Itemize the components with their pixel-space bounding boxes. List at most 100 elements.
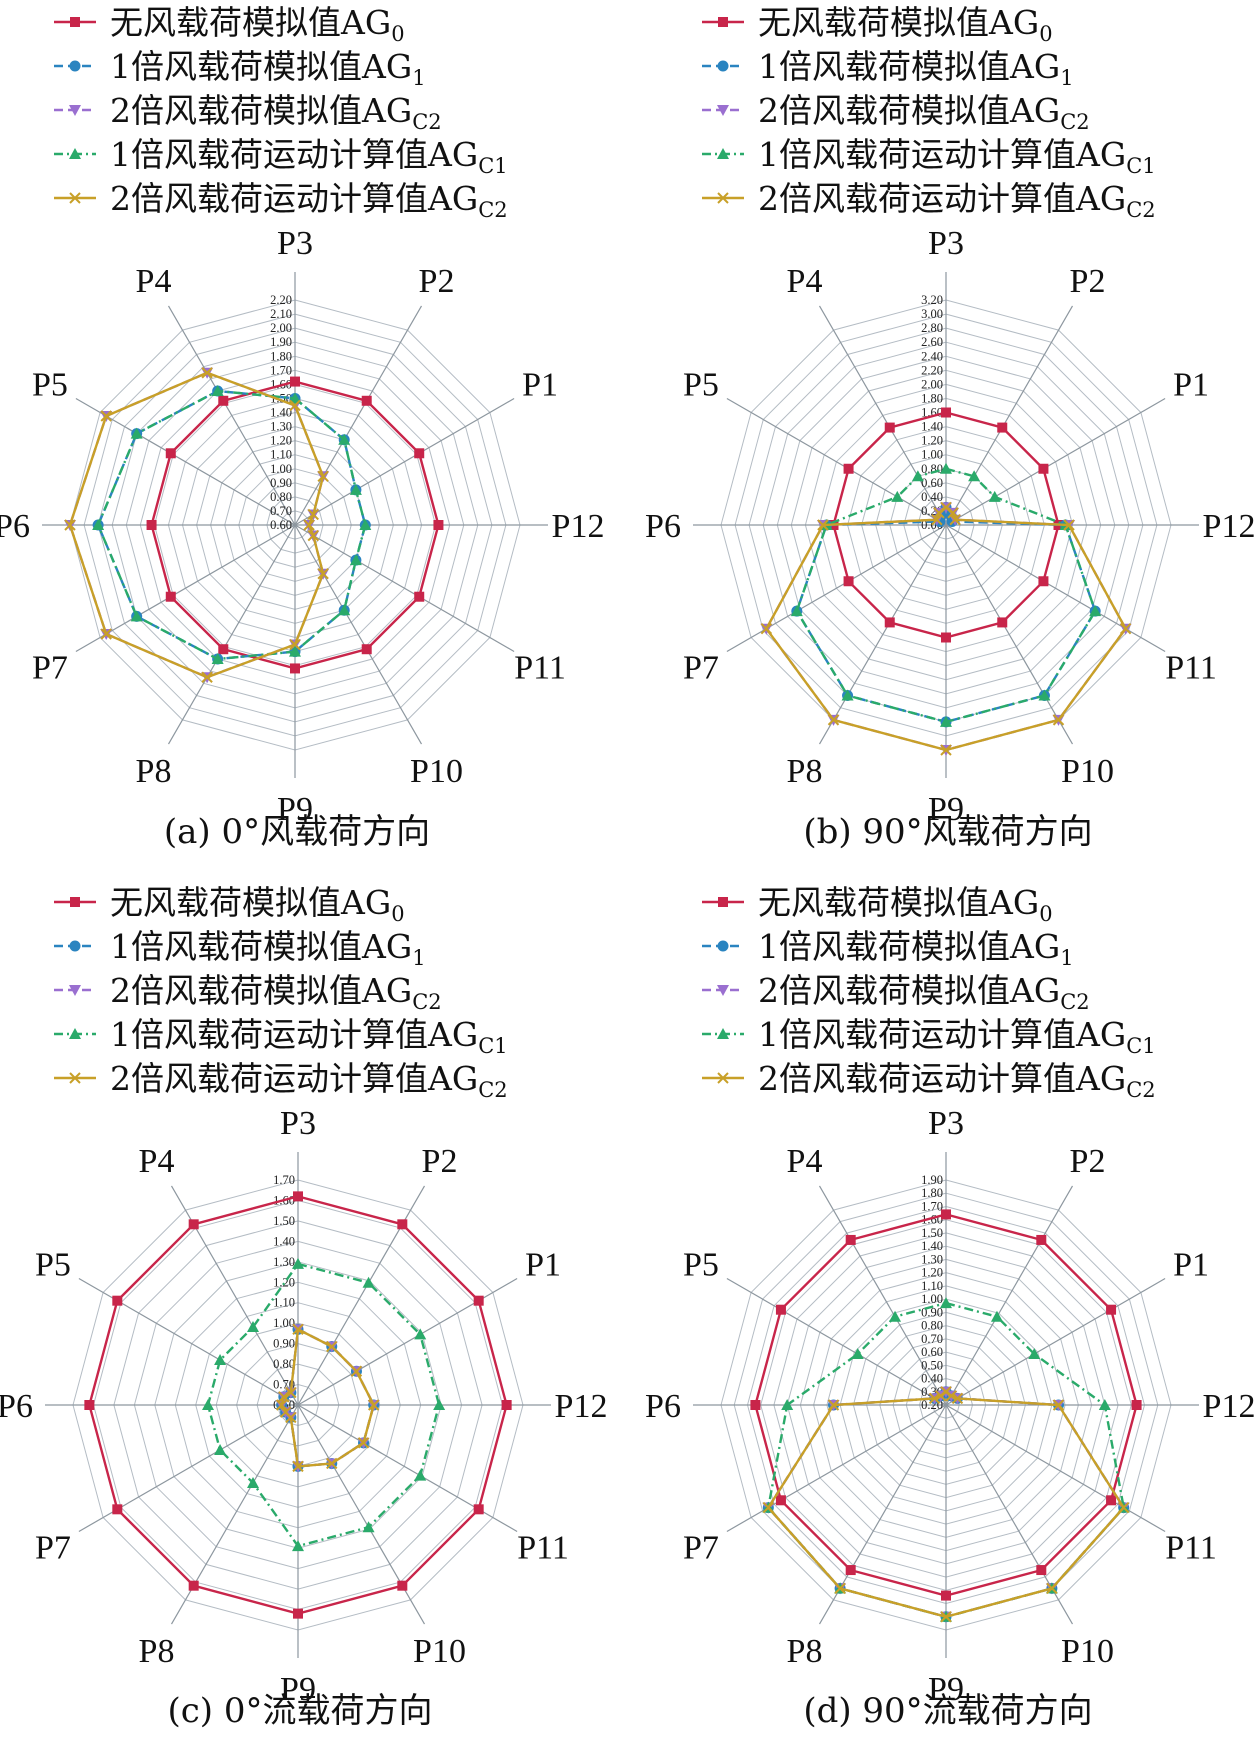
legend-item: 1倍风载荷运动计算值AGC1 xyxy=(54,135,508,178)
tick-label: 1.10 xyxy=(921,1279,943,1293)
data-point xyxy=(1046,1582,1058,1595)
legend-label: 1倍风载荷模拟值AG1 xyxy=(758,927,1074,970)
category-label: P6 xyxy=(645,1388,681,1425)
category-label: P8 xyxy=(136,753,172,790)
data-point xyxy=(293,1608,303,1619)
axis-spoke xyxy=(726,524,947,653)
legend-label: 1倍风载荷模拟值AG1 xyxy=(758,47,1074,90)
category-label: P4 xyxy=(787,1143,823,1180)
legend-marker xyxy=(718,17,728,27)
radar-panel-2: 无风载荷模拟值AG01倍风载荷模拟值AG12倍风载荷模拟值AGC21倍风载荷运动… xyxy=(645,3,1255,852)
legend-item: 无风载荷模拟值AG0 xyxy=(54,3,405,46)
tick-label: 1.30 xyxy=(921,1252,943,1266)
axis-spoke xyxy=(170,1404,299,1625)
data-point xyxy=(279,1406,292,1418)
tick-label: 1.10 xyxy=(273,1296,295,1310)
data-point xyxy=(326,1340,338,1353)
legend-marker xyxy=(69,192,81,204)
data-point xyxy=(501,1400,512,1410)
tick-label: 2.60 xyxy=(921,335,943,349)
data-point xyxy=(350,1365,363,1377)
tick-label: 1.10 xyxy=(270,448,292,462)
data-point xyxy=(1063,519,1075,531)
data-point xyxy=(361,644,372,655)
legend-marker xyxy=(717,1028,729,1039)
legend-item: 2倍风载荷运动计算值AGC2 xyxy=(54,179,508,222)
category-label: P7 xyxy=(32,650,68,687)
legend-item: 2倍风载荷运动计算值AGC2 xyxy=(702,1059,1156,1102)
data-point xyxy=(1036,1565,1047,1576)
tick-label: 2.00 xyxy=(921,377,943,391)
category-label: P2 xyxy=(1070,263,1106,300)
data-point xyxy=(92,519,105,530)
legend-marker xyxy=(717,105,729,116)
legend: 无风载荷模拟值AG01倍风载荷模拟值AG12倍风载荷模拟值AGC21倍风载荷运动… xyxy=(702,3,1156,222)
data-point xyxy=(760,623,773,635)
category-label: P10 xyxy=(413,1633,466,1670)
category-label: P10 xyxy=(410,753,463,790)
data-point xyxy=(1106,1495,1117,1506)
category-label: P12 xyxy=(1203,1388,1256,1425)
tick-label: 2.10 xyxy=(270,307,292,321)
data-point xyxy=(303,519,315,531)
data-point xyxy=(397,1219,408,1230)
data-point xyxy=(247,1476,259,1488)
series-5 xyxy=(275,1323,380,1473)
axis-spoke xyxy=(945,305,1074,526)
data-point xyxy=(112,1504,123,1515)
data-point xyxy=(891,490,904,502)
category-label: P11 xyxy=(1165,1530,1217,1567)
category-label: P7 xyxy=(35,1530,71,1567)
category-label: P7 xyxy=(683,650,719,687)
legend-marker xyxy=(717,1072,729,1084)
legend-label: 2倍风载荷模拟值AGC2 xyxy=(110,971,442,1014)
data-point xyxy=(100,628,112,640)
data-point xyxy=(817,519,829,531)
data-point xyxy=(889,1310,902,1322)
legend-item: 1倍风载荷运动计算值AGC1 xyxy=(702,135,1156,178)
legend: 无风载荷模拟值AG01倍风载荷模拟值AG12倍风载荷模拟值AGC21倍风载荷运动… xyxy=(702,883,1156,1102)
category-label: P4 xyxy=(136,263,172,300)
legend-item: 2倍风载荷运动计算值AGC2 xyxy=(54,1059,508,1102)
data-point xyxy=(307,529,319,542)
category-label: P11 xyxy=(1165,650,1217,687)
data-point xyxy=(1098,1399,1111,1410)
tick-label: 1.20 xyxy=(270,434,292,448)
tick-label: 0.90 xyxy=(273,1337,295,1351)
data-point xyxy=(165,448,176,459)
tick-label: 3.20 xyxy=(921,293,943,307)
tick-label: 1.00 xyxy=(921,1292,943,1306)
legend-marker xyxy=(717,148,729,159)
tick-label: 1.20 xyxy=(921,434,943,448)
tick-label: 1.70 xyxy=(273,1173,295,1187)
axis-spoke xyxy=(294,524,515,653)
tick-label: 0.40 xyxy=(921,1372,943,1386)
data-point xyxy=(940,501,952,514)
data-point xyxy=(1038,576,1049,587)
data-point xyxy=(851,1348,864,1360)
legend-label: 2倍风载荷模拟值AGC2 xyxy=(758,91,1090,134)
data-point xyxy=(762,1501,775,1514)
tick-label: 1.00 xyxy=(921,448,943,462)
data-point xyxy=(988,490,1001,502)
data-point xyxy=(843,576,854,587)
data-point xyxy=(278,1391,290,1403)
legend-item: 无风载荷模拟值AG0 xyxy=(702,883,1053,926)
tick-label: 1.80 xyxy=(921,1186,943,1200)
legend: 无风载荷模拟值AG01倍风载荷模拟值AG12倍风载荷模拟值AGC21倍风载荷运动… xyxy=(54,3,508,222)
legend-label: 无风载荷模拟值AG0 xyxy=(758,3,1053,46)
category-label: P1 xyxy=(1173,1247,1209,1284)
data-point xyxy=(357,1437,370,1449)
series-4 xyxy=(202,1257,446,1552)
category-label: P6 xyxy=(645,508,681,545)
data-point xyxy=(112,1295,123,1306)
data-point xyxy=(292,1257,304,1269)
axis-spoke xyxy=(75,397,296,526)
axis-spoke xyxy=(945,397,1166,526)
category-label: P3 xyxy=(928,1105,964,1142)
data-point xyxy=(362,1276,375,1288)
category-label: P1 xyxy=(1173,367,1209,404)
axis-spoke xyxy=(726,1404,947,1533)
category-label: P3 xyxy=(280,1105,316,1142)
